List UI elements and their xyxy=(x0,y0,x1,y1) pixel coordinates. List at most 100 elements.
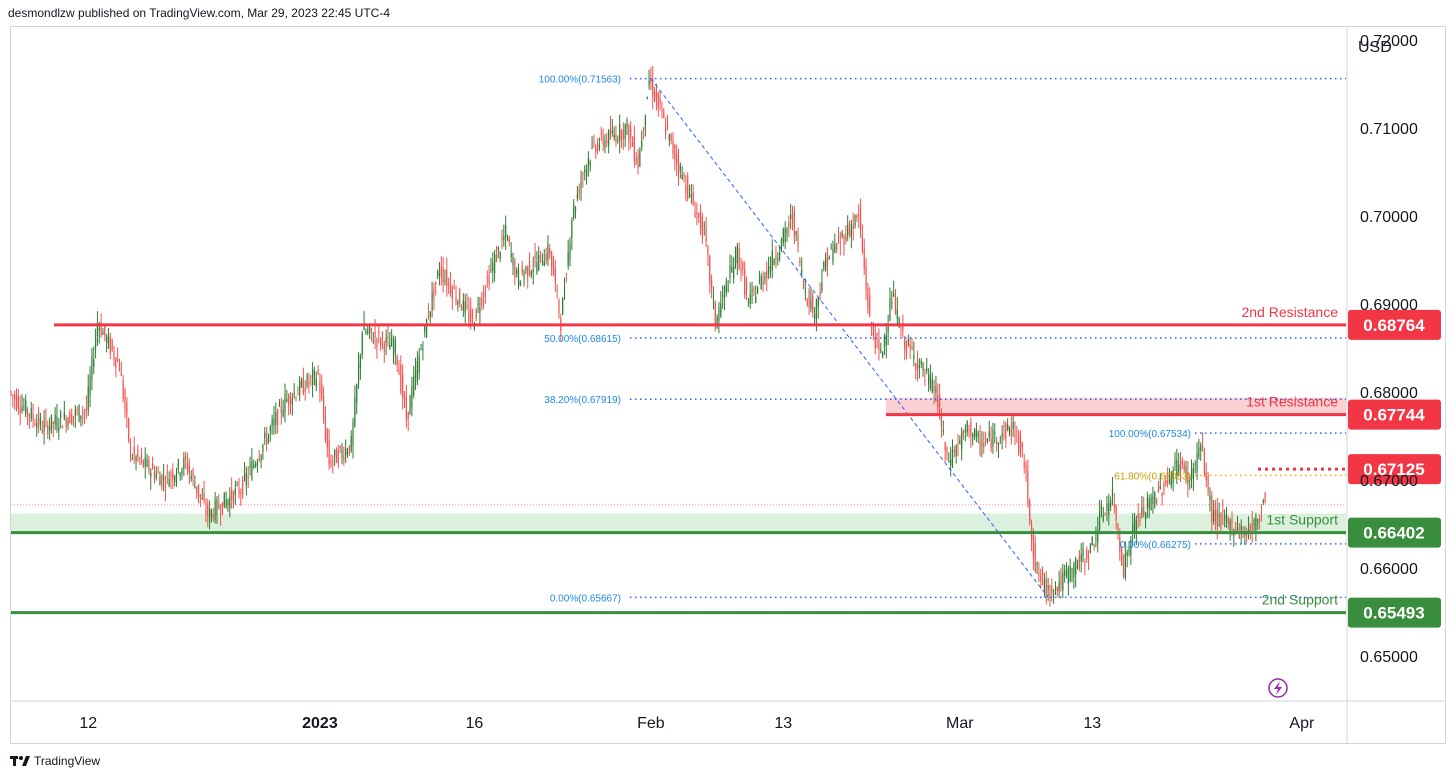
candle-body xyxy=(701,216,704,238)
candle-body xyxy=(637,154,639,168)
candle-body xyxy=(957,445,959,448)
candle-body xyxy=(931,378,933,393)
candle-body xyxy=(1084,564,1086,566)
candle-body xyxy=(712,298,715,300)
candle-body xyxy=(539,251,542,253)
candle-body xyxy=(1216,509,1218,527)
candle-body xyxy=(953,449,955,453)
candle-body xyxy=(990,438,992,449)
candle-body xyxy=(315,378,317,387)
candle-body xyxy=(1154,492,1156,507)
candle-body xyxy=(869,295,871,317)
candle-body xyxy=(856,215,858,218)
candle-body xyxy=(841,233,843,237)
candle-body xyxy=(773,259,775,265)
candle-body xyxy=(392,345,395,356)
candle-body xyxy=(17,396,19,409)
candle-body xyxy=(1165,479,1167,484)
candle-body xyxy=(885,334,887,346)
candle-body xyxy=(813,314,816,319)
candle-body xyxy=(541,263,544,265)
candle-body xyxy=(238,488,240,495)
candle-body xyxy=(339,446,341,449)
candle-body xyxy=(438,273,441,277)
candle-body xyxy=(666,125,669,129)
candle-body xyxy=(795,231,797,235)
candle-body xyxy=(707,246,709,255)
candle-body xyxy=(1150,497,1152,511)
candle-body xyxy=(122,379,124,400)
candle-body xyxy=(762,279,764,285)
candle-body xyxy=(576,194,578,199)
price-tag-value: 0.67125 xyxy=(1363,460,1424,479)
candle-body xyxy=(848,230,851,236)
candle-body xyxy=(140,454,143,458)
publisher-note: desmondlzw published on TradingView.com,… xyxy=(8,6,390,20)
candle-body xyxy=(948,460,950,463)
candle-body xyxy=(177,459,179,470)
x-tick-label: 2023 xyxy=(302,715,338,732)
candle-body xyxy=(1207,475,1209,493)
y-tick-label: 0.67000 xyxy=(1360,473,1418,490)
candle-body xyxy=(600,133,602,135)
candle-body xyxy=(324,417,327,440)
candle-body xyxy=(462,300,464,311)
price-tag-value: 0.68764 xyxy=(1363,316,1425,335)
candle-body xyxy=(411,386,413,408)
candle-body xyxy=(615,134,617,142)
candle-body xyxy=(1047,585,1049,590)
candle-body xyxy=(988,431,990,437)
candle-body xyxy=(275,411,277,425)
candle-body xyxy=(1034,543,1036,572)
candle-body xyxy=(260,455,262,461)
candle-body xyxy=(227,499,229,506)
candle-body xyxy=(310,376,312,378)
candle-body xyxy=(760,276,762,290)
candle-body xyxy=(449,283,452,294)
candle-body xyxy=(837,236,840,240)
candle-body xyxy=(1213,509,1215,522)
candle-body xyxy=(104,323,106,337)
candle-body xyxy=(641,140,643,147)
lightning-icon[interactable] xyxy=(1268,678,1288,698)
candle-body xyxy=(817,297,819,307)
candle-body xyxy=(876,333,878,336)
candle-body xyxy=(986,438,989,442)
y-tick-label: 0.70000 xyxy=(1360,209,1418,226)
candle-body xyxy=(142,460,144,467)
candle-body xyxy=(437,271,439,276)
candle-body xyxy=(273,418,275,426)
candle-body xyxy=(212,514,214,519)
candle-body xyxy=(779,251,781,259)
candle-body xyxy=(950,459,952,466)
candle-body xyxy=(91,356,93,380)
candle-body xyxy=(648,80,650,85)
candle-body xyxy=(1001,433,1003,437)
candle-body xyxy=(486,276,488,279)
candle-body xyxy=(602,136,604,145)
y-tick-label: 0.66000 xyxy=(1360,561,1418,578)
candle-body xyxy=(1218,514,1220,516)
candle-body xyxy=(929,374,932,388)
price-tag-value: 0.65493 xyxy=(1363,604,1424,623)
candle-body xyxy=(264,432,266,439)
candle-body xyxy=(549,248,551,256)
tradingview-footer[interactable]: TradingView xyxy=(10,754,100,768)
candle-body xyxy=(755,296,757,303)
candle-body xyxy=(1089,543,1092,554)
candle-body xyxy=(1062,572,1064,590)
candle-body xyxy=(672,140,674,154)
candle-body xyxy=(1097,529,1099,543)
candle-body xyxy=(118,363,121,372)
candle-body xyxy=(277,409,279,426)
candle-body xyxy=(1041,570,1044,575)
candle-body xyxy=(1187,472,1189,486)
candle-body xyxy=(744,269,746,296)
candle-body xyxy=(1137,514,1139,519)
candle-body xyxy=(747,301,749,303)
candle-body xyxy=(1152,496,1154,505)
candle-body xyxy=(71,413,73,424)
candle-body xyxy=(1260,511,1263,513)
candle-body xyxy=(516,269,518,274)
